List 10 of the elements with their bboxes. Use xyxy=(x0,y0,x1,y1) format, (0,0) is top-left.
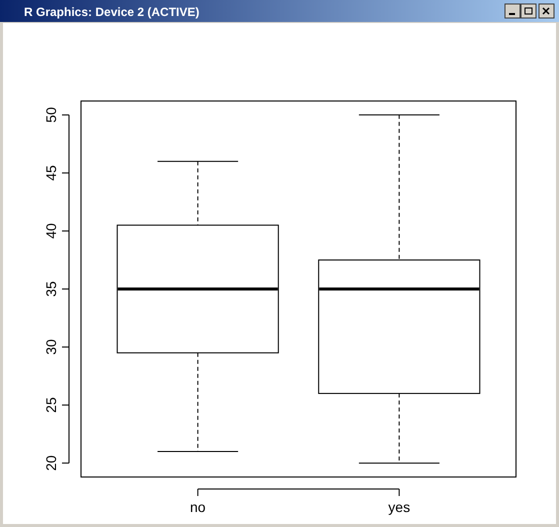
y-tick-label: 40 xyxy=(43,222,59,239)
x-tick-label: yes xyxy=(388,499,410,515)
chart-title: R Graphics: Device 2 (ACTIVE) xyxy=(24,5,200,19)
y-tick-label: 30 xyxy=(43,339,59,355)
y-tick-label: 25 xyxy=(43,397,59,413)
y-tick-label: 35 xyxy=(43,281,59,297)
y-tick-label: 45 xyxy=(43,164,59,181)
y-tick-label: 20 xyxy=(43,455,59,471)
x-tick-label: no xyxy=(190,499,206,515)
y-tick-label: 50 xyxy=(43,106,59,123)
